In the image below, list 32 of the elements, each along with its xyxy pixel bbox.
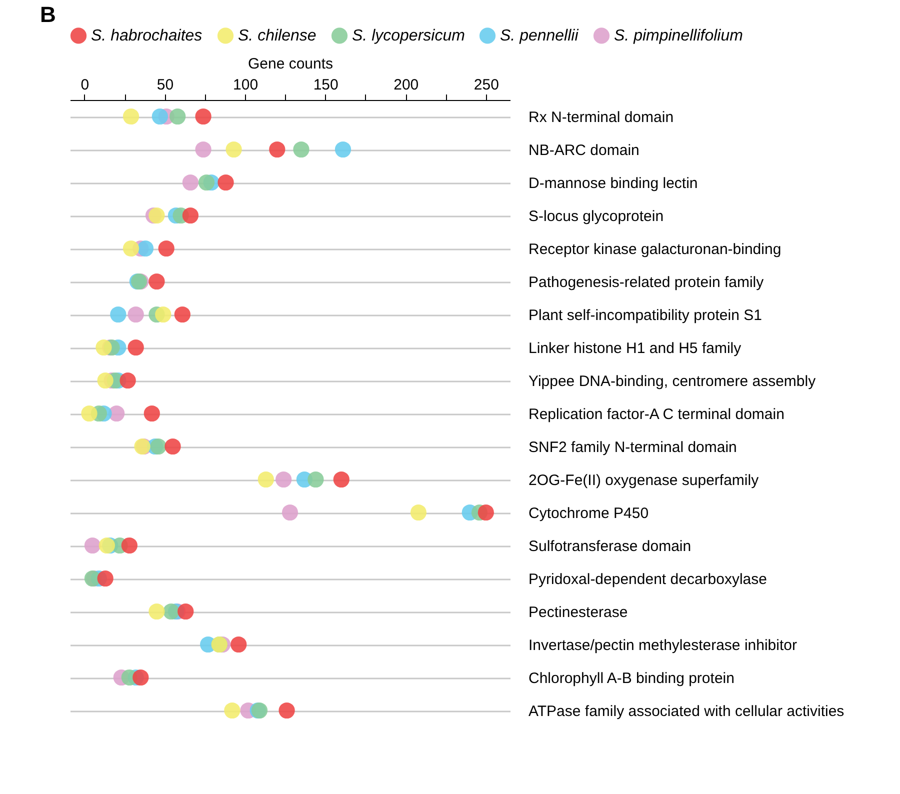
legend-label: S. pennellii xyxy=(500,28,579,45)
x-tick-label: 250 xyxy=(474,76,499,94)
chart-title: B xyxy=(40,2,56,27)
y-tick-label: Pathogenesis-related protein family xyxy=(528,274,764,291)
x-axis-title: Gene counts xyxy=(248,56,334,72)
y-tick-label: Pectinesterase xyxy=(528,604,628,621)
x-tick-label: 150 xyxy=(313,76,338,94)
y-tick-label: Invertase/pectin methylesterase inhibitor xyxy=(528,637,797,654)
y-tick-label: ATPase family associated with cellular activities xyxy=(528,703,844,720)
y-tick-label: Chlorophyll A-B binding protein xyxy=(528,670,734,687)
y-tick-label: Plant self-incompatibility protein S1 xyxy=(528,307,762,324)
x-tick-label: 100 xyxy=(233,76,258,94)
y-tick-label: 2OG-Fe(II) oxygenase superfamily xyxy=(528,472,760,489)
y-tick-label: Replication factor-A C terminal domain xyxy=(528,406,784,423)
y-tick-label: NB-ARC domain xyxy=(528,142,640,159)
y-tick-label: Yippee DNA-binding, centromere assembly xyxy=(528,373,816,390)
legend-label: S. pimpinellifolium xyxy=(614,28,743,45)
x-tick-label: 50 xyxy=(156,76,174,94)
y-tick-label: S-locus glycoprotein xyxy=(528,208,664,225)
y-tick-label: SNF2 family N-terminal domain xyxy=(528,439,737,456)
legend-label: S. chilense xyxy=(238,28,316,45)
y-tick-label: D-mannose binding lectin xyxy=(528,175,698,192)
y-tick-label: Pyridoxal-dependent decarboxylase xyxy=(528,571,767,588)
x-tick-label: 200 xyxy=(394,76,419,94)
y-tick-label: Sulfotransferase domain xyxy=(528,538,692,555)
y-tick-label: Receptor kinase galacturonan-binding xyxy=(528,241,782,258)
y-tick-label: Rx N-terminal domain xyxy=(528,109,674,126)
legend-label: S. habrochaites xyxy=(91,28,202,45)
y-tick-label: Cytochrome P450 xyxy=(528,505,649,522)
legend-label: S. lycopersicum xyxy=(352,28,465,45)
y-tick-label: Linker histone H1 and H5 family xyxy=(528,340,742,357)
x-tick-label: 0 xyxy=(80,76,90,94)
